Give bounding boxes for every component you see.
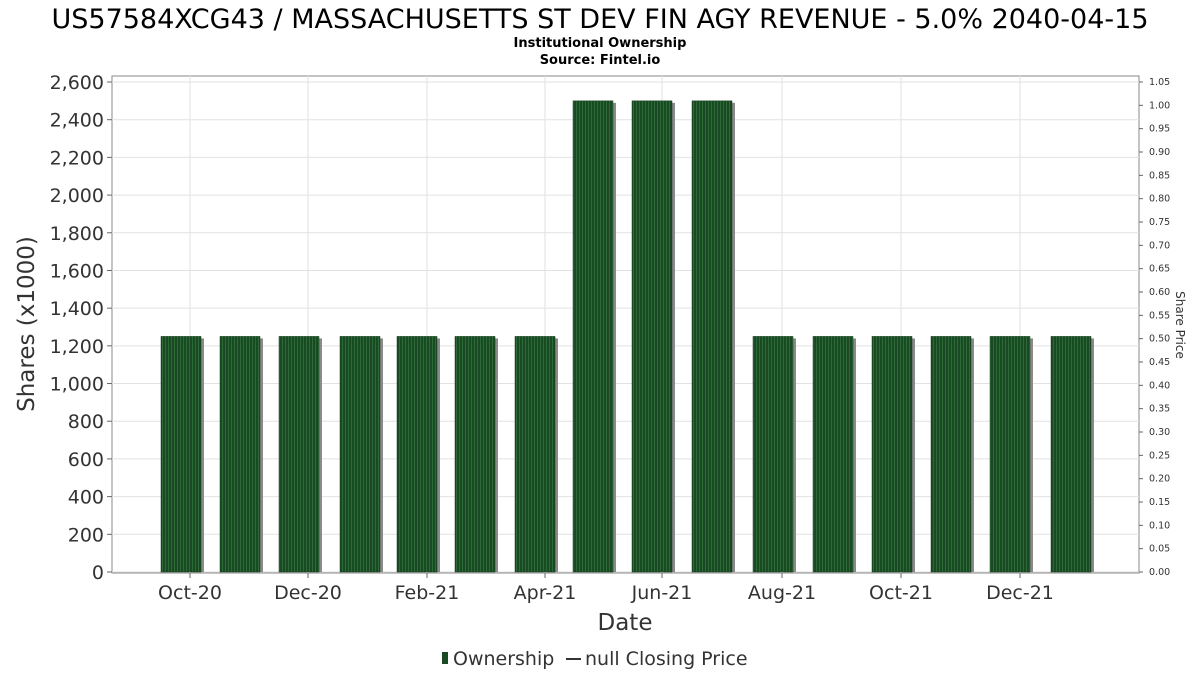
y2-tick-label: 1.00 xyxy=(1149,100,1170,111)
chart-subtitle: Institutional Ownership xyxy=(514,36,687,51)
x-tick-label: Oct-21 xyxy=(869,582,933,604)
y-axis-label: Shares (x1000) xyxy=(14,236,40,412)
y2-tick-label: 0.60 xyxy=(1149,287,1170,298)
ownership-bar xyxy=(339,336,381,573)
y2-tick-label: 0.80 xyxy=(1149,194,1170,205)
chart-source: Source: Fintel.io xyxy=(540,53,661,68)
y2-axis-ticks: 0.00 0.05 0.10 0.15 0.20 0.25 0.30 0.35 0.40 0.45… xyxy=(1139,77,1170,578)
ownership-bar xyxy=(989,336,1031,573)
ownership-bar xyxy=(396,336,438,573)
x-tick-label: Feb-21 xyxy=(395,582,460,604)
legend-label-ownership: Ownership xyxy=(453,648,554,670)
x-tick-label: Jun-21 xyxy=(631,582,693,604)
y2-tick-label: 0.40 xyxy=(1149,380,1170,391)
y2-tick-label: 0.50 xyxy=(1149,334,1170,345)
plot-area xyxy=(111,75,1140,574)
y-tick-label: 2,600 xyxy=(50,72,104,94)
x-axis-ticks: Oct-20 Dec-20 Feb-21 Apr-21 Jun-21 Aug-21 Oct-… xyxy=(158,573,1054,604)
chart-title: US57584XCG43 / MASSACHUSETTS ST DEV FIN … xyxy=(51,4,1148,35)
bars xyxy=(160,100,1094,573)
y2-tick-label: 0.05 xyxy=(1149,544,1170,555)
y-tick-label: 1,200 xyxy=(50,336,104,358)
y-tick-label: 1,000 xyxy=(50,374,104,396)
y-tick-label: 2,200 xyxy=(50,147,104,169)
y2-tick-label: 1.05 xyxy=(1149,77,1170,88)
ownership-bar xyxy=(752,336,794,573)
y-tick-label: 800 xyxy=(68,411,104,433)
y-tick-label: 600 xyxy=(68,449,104,471)
ownership-bar xyxy=(930,336,972,573)
ownership-bar xyxy=(1050,336,1092,573)
y-tick-label: 2,000 xyxy=(50,185,104,207)
y2-tick-label: 0.45 xyxy=(1149,357,1170,368)
x-tick-label: Aug-21 xyxy=(748,582,816,604)
y2-tick-label: 0.20 xyxy=(1149,474,1170,485)
ownership-bar xyxy=(812,336,854,573)
y2-tick-label: 0.30 xyxy=(1149,427,1170,438)
y2-tick-label: 0.85 xyxy=(1149,170,1170,181)
ownership-bar xyxy=(160,336,202,573)
legend: Ownership null Closing Price xyxy=(442,648,748,670)
y2-tick-label: 0.95 xyxy=(1149,124,1170,135)
ownership-bar xyxy=(631,100,673,573)
y-tick-label: 0 xyxy=(92,562,104,584)
y-tick-label: 400 xyxy=(68,487,104,509)
y2-tick-label: 0.55 xyxy=(1149,310,1170,321)
x-tick-label: Dec-21 xyxy=(986,582,1054,604)
x-axis-label: Date xyxy=(598,610,653,636)
ownership-bar xyxy=(514,336,556,573)
y-axis-ticks: 0 200 400 600 800 1,000 1,200 1,400 1,600 1,800 2,… xyxy=(50,72,112,584)
y2-axis-label: Share Price xyxy=(1173,291,1187,359)
y-tick-label: 1,400 xyxy=(50,298,104,320)
legend-label-closing-price: null Closing Price xyxy=(585,648,748,670)
ownership-bar xyxy=(278,336,320,573)
y2-tick-label: 0.70 xyxy=(1149,240,1170,251)
y2-tick-label: 0.35 xyxy=(1149,404,1170,415)
legend-swatch-ownership xyxy=(442,652,448,664)
y2-tick-label: 0.00 xyxy=(1149,567,1170,578)
x-tick-label: Dec-20 xyxy=(274,582,342,604)
ownership-bar xyxy=(219,336,261,573)
x-tick-label: Apr-21 xyxy=(514,582,577,604)
y2-tick-label: 0.25 xyxy=(1149,450,1170,461)
y2-tick-label: 0.90 xyxy=(1149,147,1170,158)
ownership-bar xyxy=(454,336,496,573)
ownership-bar xyxy=(691,100,733,573)
y-tick-label: 1,800 xyxy=(50,223,104,245)
y2-tick-label: 0.75 xyxy=(1149,217,1170,228)
ownership-bar xyxy=(871,336,913,573)
y-tick-label: 1,600 xyxy=(50,260,104,282)
y2-tick-label: 0.65 xyxy=(1149,264,1170,275)
y-tick-label: 2,400 xyxy=(50,110,104,132)
y2-tick-label: 0.10 xyxy=(1149,520,1170,531)
y2-tick-label: 0.15 xyxy=(1149,497,1170,508)
y-tick-label: 200 xyxy=(68,524,104,546)
x-tick-label: Oct-20 xyxy=(158,582,222,604)
ownership-bar xyxy=(572,100,614,573)
